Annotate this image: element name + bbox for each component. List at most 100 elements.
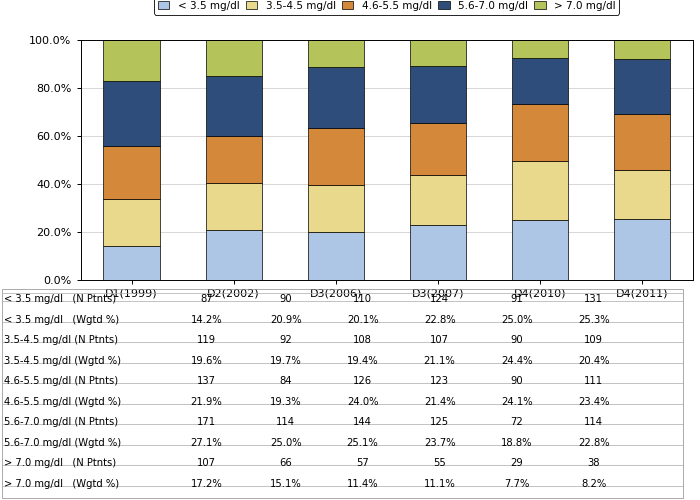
Text: 114: 114	[584, 417, 603, 427]
Text: 21.4%: 21.4%	[424, 396, 456, 406]
Bar	[307, 40, 364, 68]
Text: 124: 124	[430, 294, 449, 304]
Text: 25.3%: 25.3%	[578, 314, 610, 324]
Text: 4.6-5.5 mg/dl (Wgtd %): 4.6-5.5 mg/dl (Wgtd %)	[4, 396, 120, 406]
Text: 137: 137	[197, 376, 216, 386]
Text: 20.9%: 20.9%	[270, 314, 302, 324]
Bar	[410, 174, 466, 226]
Bar	[104, 82, 160, 146]
Text: 24.4%: 24.4%	[501, 356, 533, 366]
Text: 144: 144	[354, 417, 372, 427]
Bar	[614, 40, 670, 60]
Text: 90: 90	[279, 294, 292, 304]
Bar	[410, 66, 466, 124]
Text: 119: 119	[197, 335, 216, 345]
Text: < 3.5 mg/dl   (N Ptnts): < 3.5 mg/dl (N Ptnts)	[4, 294, 116, 304]
Text: 92: 92	[279, 335, 292, 345]
Text: 72: 72	[510, 417, 523, 427]
Text: 7.7%: 7.7%	[504, 478, 529, 488]
Text: 25.0%: 25.0%	[500, 314, 533, 324]
Bar	[307, 128, 364, 185]
Bar	[307, 185, 364, 232]
Bar	[410, 226, 466, 280]
Text: 25.0%: 25.0%	[270, 438, 302, 448]
Text: 110: 110	[353, 294, 372, 304]
Bar	[104, 199, 160, 246]
Text: 91: 91	[510, 294, 523, 304]
Bar	[206, 230, 262, 280]
Text: 114: 114	[276, 417, 295, 427]
Bar	[410, 40, 466, 66]
Text: 126: 126	[353, 376, 372, 386]
Text: 38: 38	[587, 458, 600, 468]
Text: 123: 123	[430, 376, 449, 386]
Text: 19.7%: 19.7%	[270, 356, 302, 366]
Text: 171: 171	[197, 417, 216, 427]
Text: 87: 87	[200, 294, 213, 304]
Bar	[614, 60, 670, 114]
Text: 29: 29	[510, 458, 523, 468]
Text: 4.6-5.5 mg/dl (N Ptnts): 4.6-5.5 mg/dl (N Ptnts)	[4, 376, 118, 386]
Text: 107: 107	[197, 458, 216, 468]
Text: 20.1%: 20.1%	[346, 314, 379, 324]
Bar	[512, 40, 568, 58]
Text: 19.4%: 19.4%	[346, 356, 379, 366]
Text: 66: 66	[279, 458, 292, 468]
Text: 20.4%: 20.4%	[578, 356, 609, 366]
Bar	[206, 182, 262, 230]
Text: 17.2%: 17.2%	[190, 478, 223, 488]
Text: 90: 90	[510, 376, 523, 386]
Text: 19.6%: 19.6%	[190, 356, 223, 366]
Text: 24.1%: 24.1%	[500, 396, 533, 406]
Bar	[206, 136, 262, 182]
Legend: < 3.5 mg/dl, 3.5-4.5 mg/dl, 4.6-5.5 mg/dl, 5.6-7.0 mg/dl, > 7.0 mg/dl: < 3.5 mg/dl, 3.5-4.5 mg/dl, 4.6-5.5 mg/d…	[154, 0, 620, 14]
Bar	[512, 104, 568, 162]
Bar	[307, 232, 364, 280]
Text: 27.1%: 27.1%	[190, 438, 223, 448]
Text: 11.1%: 11.1%	[424, 478, 456, 488]
Text: < 3.5 mg/dl   (Wgtd %): < 3.5 mg/dl (Wgtd %)	[4, 314, 118, 324]
Text: 125: 125	[430, 417, 449, 427]
Text: 5.6-7.0 mg/dl (Wgtd %): 5.6-7.0 mg/dl (Wgtd %)	[4, 438, 120, 448]
Text: 55: 55	[433, 458, 446, 468]
Text: 109: 109	[584, 335, 603, 345]
Bar	[614, 114, 670, 170]
Text: > 7.0 mg/dl   (Wgtd %): > 7.0 mg/dl (Wgtd %)	[4, 478, 118, 488]
Bar	[614, 170, 670, 220]
Text: 24.0%: 24.0%	[347, 396, 378, 406]
Text: 21.1%: 21.1%	[424, 356, 456, 366]
Text: 15.1%: 15.1%	[270, 478, 302, 488]
Text: 57: 57	[356, 458, 369, 468]
Bar	[206, 76, 262, 136]
Text: 21.9%: 21.9%	[190, 396, 223, 406]
Bar	[512, 58, 568, 104]
Text: 22.8%: 22.8%	[424, 314, 456, 324]
Text: 3.5-4.5 mg/dl (Wgtd %): 3.5-4.5 mg/dl (Wgtd %)	[4, 356, 120, 366]
Text: 11.4%: 11.4%	[346, 478, 379, 488]
Bar	[307, 68, 364, 128]
Text: 23.4%: 23.4%	[578, 396, 609, 406]
Text: 108: 108	[354, 335, 372, 345]
Text: 90: 90	[510, 335, 523, 345]
Text: 22.8%: 22.8%	[578, 438, 610, 448]
Bar	[104, 40, 160, 82]
Bar	[104, 246, 160, 280]
Bar	[614, 220, 670, 280]
Bar	[206, 40, 262, 76]
Bar	[104, 146, 160, 199]
Text: 19.3%: 19.3%	[270, 396, 302, 406]
Bar	[512, 162, 568, 220]
Text: 8.2%: 8.2%	[581, 478, 606, 488]
Text: 25.1%: 25.1%	[346, 438, 379, 448]
Text: > 7.0 mg/dl   (N Ptnts): > 7.0 mg/dl (N Ptnts)	[4, 458, 116, 468]
Text: 14.2%: 14.2%	[190, 314, 223, 324]
Bar	[512, 220, 568, 280]
Text: 18.8%: 18.8%	[501, 438, 533, 448]
Text: 107: 107	[430, 335, 449, 345]
Text: 84: 84	[279, 376, 292, 386]
Text: 111: 111	[584, 376, 603, 386]
Bar	[410, 124, 466, 174]
Text: 23.7%: 23.7%	[424, 438, 456, 448]
Text: 131: 131	[584, 294, 603, 304]
Text: 5.6-7.0 mg/dl (N Ptnts): 5.6-7.0 mg/dl (N Ptnts)	[4, 417, 118, 427]
